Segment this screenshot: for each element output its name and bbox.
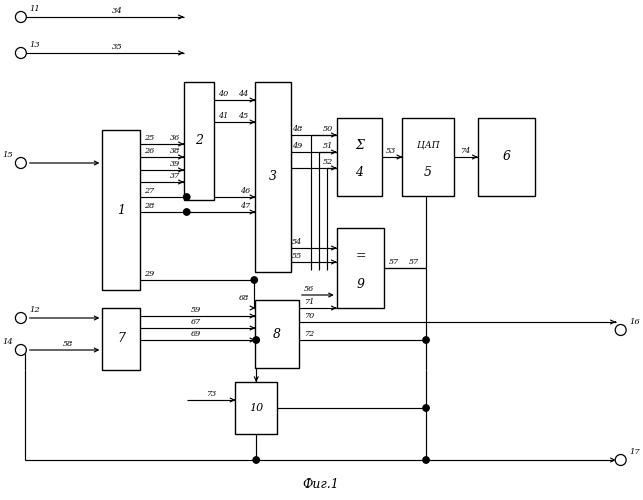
Bar: [235, 382, 277, 434]
Text: 29: 29: [144, 270, 154, 278]
Text: 67: 67: [190, 318, 201, 326]
Text: 59: 59: [190, 306, 201, 314]
Text: 28: 28: [144, 202, 154, 210]
Text: 10: 10: [249, 403, 264, 413]
Text: 56: 56: [303, 285, 314, 293]
Circle shape: [15, 48, 26, 58]
Bar: [337, 118, 383, 196]
Text: 37: 37: [170, 172, 180, 180]
Circle shape: [15, 312, 26, 324]
Circle shape: [615, 454, 626, 466]
Text: 25: 25: [144, 134, 154, 142]
Text: 1: 1: [117, 204, 125, 216]
Text: 48: 48: [292, 125, 302, 133]
Text: 50: 50: [323, 125, 333, 133]
Circle shape: [423, 337, 430, 343]
Text: 14: 14: [2, 338, 13, 346]
Text: =: =: [356, 250, 366, 262]
Text: 35: 35: [112, 43, 123, 51]
Bar: [184, 82, 213, 200]
Text: 4: 4: [356, 166, 363, 179]
Text: 52: 52: [323, 158, 333, 166]
Bar: [403, 118, 454, 196]
Text: 71: 71: [303, 298, 314, 306]
Text: 47: 47: [240, 202, 250, 210]
Text: 72: 72: [303, 330, 314, 338]
Text: 68: 68: [239, 294, 249, 302]
Text: 2: 2: [195, 134, 203, 147]
Text: 34: 34: [112, 7, 123, 15]
Text: Фиг.1: Фиг.1: [302, 478, 339, 492]
Text: 54: 54: [292, 238, 302, 246]
Text: 12: 12: [30, 306, 41, 314]
Bar: [255, 300, 299, 368]
Text: 40: 40: [219, 90, 229, 98]
Text: 8: 8: [273, 328, 281, 340]
Text: 51: 51: [323, 142, 333, 150]
Circle shape: [423, 457, 430, 463]
Text: 57: 57: [389, 258, 399, 266]
Bar: [102, 308, 140, 370]
Bar: [478, 118, 535, 196]
Text: 26: 26: [144, 147, 154, 155]
Text: 73: 73: [206, 390, 217, 398]
Text: 5: 5: [424, 166, 432, 179]
Text: 36: 36: [170, 134, 180, 142]
Text: 13: 13: [30, 41, 41, 49]
Text: 70: 70: [303, 312, 314, 320]
Text: 7: 7: [117, 332, 125, 345]
Text: 38: 38: [170, 147, 180, 155]
Text: 39: 39: [170, 160, 180, 168]
Circle shape: [251, 277, 257, 283]
Text: 53: 53: [386, 147, 397, 155]
Circle shape: [253, 457, 259, 463]
Circle shape: [423, 405, 430, 411]
Text: 44: 44: [238, 90, 248, 98]
Circle shape: [15, 344, 26, 356]
Text: 11: 11: [30, 5, 41, 13]
Bar: [255, 82, 291, 272]
Text: 6: 6: [502, 150, 511, 164]
Circle shape: [183, 194, 190, 200]
Circle shape: [15, 12, 26, 22]
Text: 69: 69: [190, 330, 201, 338]
Circle shape: [15, 158, 26, 168]
Text: 27: 27: [144, 187, 154, 195]
Bar: [337, 228, 385, 308]
Text: ЦАП: ЦАП: [417, 141, 439, 150]
Text: 9: 9: [356, 278, 365, 290]
Text: 57: 57: [409, 258, 419, 266]
Text: 15: 15: [2, 151, 13, 159]
Text: 55: 55: [292, 252, 302, 260]
Text: 16: 16: [629, 318, 640, 326]
Text: 45: 45: [238, 112, 248, 120]
Text: 3: 3: [269, 170, 277, 183]
Text: 49: 49: [292, 142, 302, 150]
Text: Σ: Σ: [355, 139, 364, 152]
Text: 17: 17: [629, 448, 640, 456]
Circle shape: [253, 337, 259, 343]
Bar: [102, 130, 140, 290]
Text: 41: 41: [219, 112, 229, 120]
Circle shape: [615, 324, 626, 336]
Text: 46: 46: [240, 187, 250, 195]
Text: 74: 74: [460, 147, 470, 155]
Text: 58: 58: [62, 340, 73, 348]
Circle shape: [183, 209, 190, 215]
